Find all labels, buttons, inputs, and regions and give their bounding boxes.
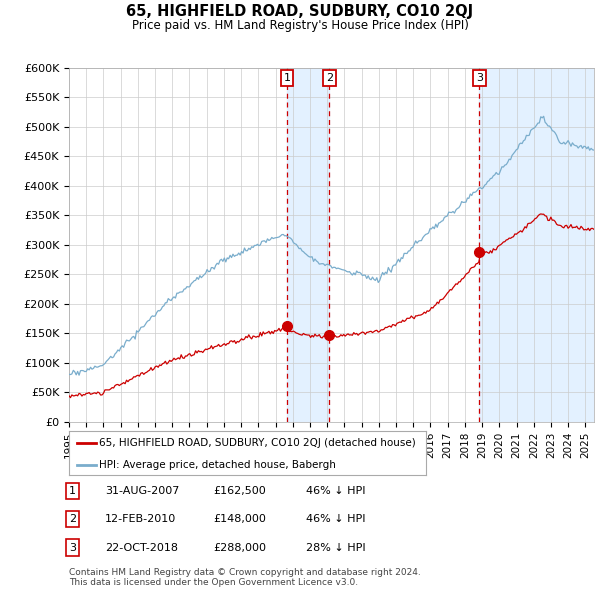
Text: 28% ↓ HPI: 28% ↓ HPI bbox=[306, 543, 365, 552]
Text: 65, HIGHFIELD ROAD, SUDBURY, CO10 2QJ: 65, HIGHFIELD ROAD, SUDBURY, CO10 2QJ bbox=[127, 4, 473, 19]
Text: Price paid vs. HM Land Registry's House Price Index (HPI): Price paid vs. HM Land Registry's House … bbox=[131, 19, 469, 32]
Text: 2: 2 bbox=[69, 514, 76, 524]
Text: 2: 2 bbox=[326, 73, 333, 83]
Text: 46% ↓ HPI: 46% ↓ HPI bbox=[306, 514, 365, 524]
Bar bbox=[287, 68, 329, 422]
Text: 22-OCT-2018: 22-OCT-2018 bbox=[105, 543, 178, 552]
Text: 1: 1 bbox=[69, 486, 76, 496]
Text: 3: 3 bbox=[476, 73, 483, 83]
Text: 3: 3 bbox=[69, 543, 76, 552]
Text: £288,000: £288,000 bbox=[213, 543, 266, 552]
Text: £162,500: £162,500 bbox=[213, 486, 266, 496]
Text: Contains HM Land Registry data © Crown copyright and database right 2024.
This d: Contains HM Land Registry data © Crown c… bbox=[69, 568, 421, 587]
Text: 12-FEB-2010: 12-FEB-2010 bbox=[105, 514, 176, 524]
Text: HPI: Average price, detached house, Babergh: HPI: Average price, detached house, Babe… bbox=[100, 460, 336, 470]
Text: 31-AUG-2007: 31-AUG-2007 bbox=[105, 486, 179, 496]
Text: 65, HIGHFIELD ROAD, SUDBURY, CO10 2QJ (detached house): 65, HIGHFIELD ROAD, SUDBURY, CO10 2QJ (d… bbox=[100, 438, 416, 448]
Bar bbox=[479, 68, 594, 422]
Text: 46% ↓ HPI: 46% ↓ HPI bbox=[306, 486, 365, 496]
Text: 1: 1 bbox=[284, 73, 290, 83]
Text: £148,000: £148,000 bbox=[213, 514, 266, 524]
